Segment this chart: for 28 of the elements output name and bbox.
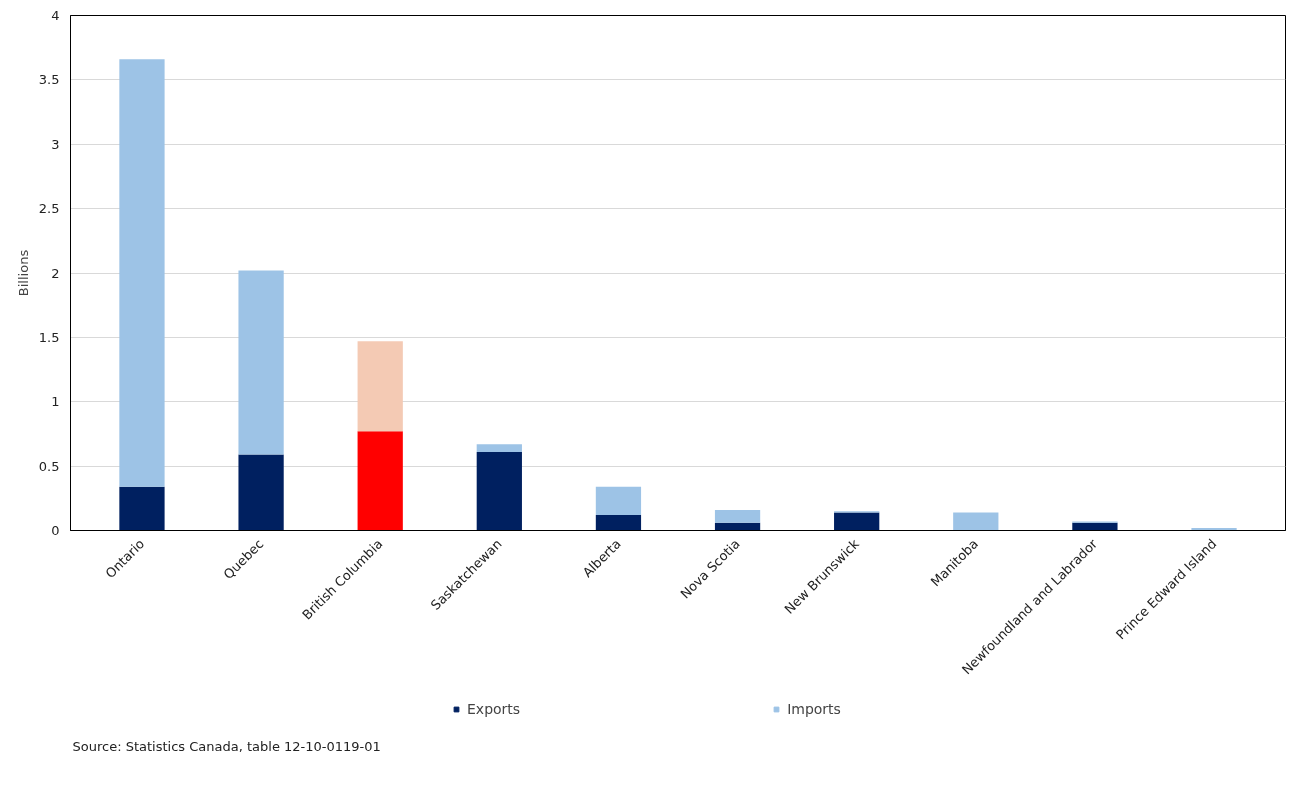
bar <box>357 341 403 432</box>
bar <box>714 522 761 531</box>
bar <box>119 59 165 487</box>
y-axis-title: Billions <box>15 249 31 297</box>
y-tick-label: 4 <box>51 8 60 23</box>
bar <box>714 509 761 523</box>
bar <box>953 512 999 531</box>
y-tick-label: 0 <box>51 523 60 538</box>
legend-label: Exports <box>467 701 521 717</box>
y-tick-label: 3.5 <box>38 72 60 88</box>
bar <box>1072 522 1118 531</box>
y-tick-label: 1 <box>51 394 60 410</box>
bar <box>595 486 642 516</box>
source-note: Source: Statistics Canada, table 12-10-0119-01 <box>72 738 381 754</box>
bar <box>238 270 284 455</box>
bar <box>119 486 165 531</box>
bar <box>834 512 880 531</box>
y-tick-label: 2 <box>51 265 60 281</box>
bar <box>595 515 642 531</box>
y-tick-label: 1.5 <box>38 329 60 345</box>
y-tick-label: 3 <box>51 136 60 152</box>
bar <box>357 431 403 531</box>
y-tick-label: 0.5 <box>38 458 60 474</box>
legend-label: Imports <box>787 701 841 717</box>
bar <box>238 454 284 531</box>
bar <box>476 444 522 452</box>
y-tick-label: 2.5 <box>38 201 60 217</box>
bar <box>476 451 522 531</box>
